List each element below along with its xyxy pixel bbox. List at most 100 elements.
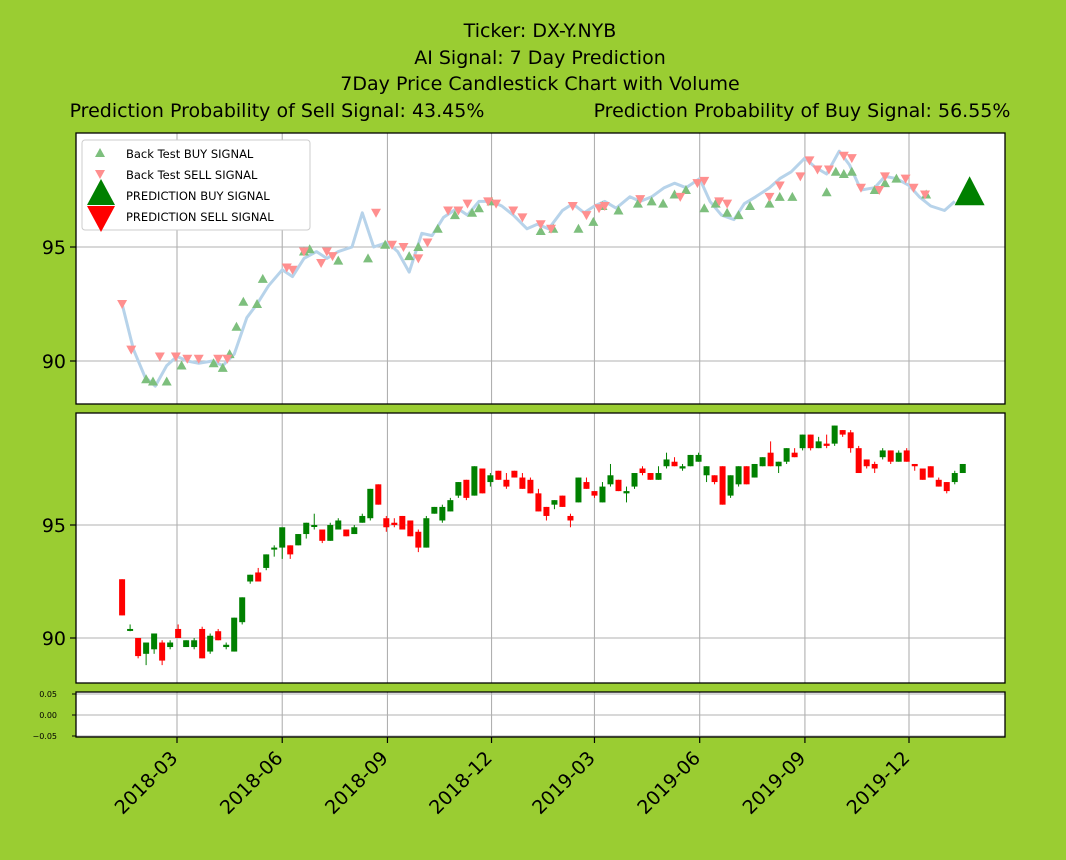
backtest-sell-marker <box>823 165 834 175</box>
backtest-buy-marker <box>613 205 624 215</box>
candle-up <box>735 466 742 485</box>
candle-up <box>191 640 198 648</box>
backtest-sell-marker <box>316 258 327 268</box>
candle-up <box>727 475 734 496</box>
backtest-sell-marker <box>846 154 857 164</box>
x-tick-label: 2018-03 <box>111 747 183 819</box>
backtest-buy-marker <box>764 198 775 208</box>
backtest-sell-marker <box>764 192 775 202</box>
legend-prediction-buy-marker <box>87 179 115 205</box>
candle-down <box>511 470 518 478</box>
backtest-sell-marker <box>126 345 137 355</box>
backtest-sell-marker <box>774 181 785 191</box>
backtest-buy-marker <box>733 210 744 220</box>
backtest-buy-marker <box>467 207 478 217</box>
backtest-buy-marker <box>252 299 263 308</box>
candle-up <box>879 450 886 458</box>
candle-up <box>575 477 582 503</box>
backtest-buy-marker <box>363 253 374 263</box>
backtest-buy-marker <box>217 362 228 372</box>
candle-up <box>271 547 278 550</box>
candles-layer <box>119 425 966 666</box>
candle-down <box>391 522 398 525</box>
backtest-sell-marker <box>413 254 424 264</box>
backtest-sell-marker <box>675 192 686 202</box>
backtest-sell-marker <box>900 174 911 184</box>
candle-down <box>943 482 950 492</box>
backtest-sell-marker <box>535 220 546 230</box>
candle-down <box>767 452 774 467</box>
backtest-buy-marker <box>141 374 152 384</box>
backtest-buy-marker <box>231 321 242 331</box>
backtest-buy-marker <box>147 376 158 386</box>
candle-down <box>535 493 542 512</box>
candle-down <box>495 470 502 480</box>
candle-up <box>423 518 430 548</box>
backtest-buy-marker <box>304 244 315 254</box>
price-panel: 90 95 Back Test BUY SIGNAL Back Test SELL… <box>42 132 1006 405</box>
backtest-sell-marker <box>714 197 725 207</box>
volume-panel: 0.050.00−0.05 2018-03 2018-06 2018-09 2018-… <box>32 690 1006 819</box>
candle-down <box>935 479 942 487</box>
backtest-buy-marker <box>257 273 268 283</box>
backtest-buy-marker <box>176 360 187 370</box>
title-ticker: Ticker: DX-Y.NYB <box>463 20 617 42</box>
candle-down <box>919 468 926 480</box>
backtest-buy-marker <box>404 251 415 261</box>
candle-up <box>151 633 158 650</box>
candle-up <box>631 473 638 487</box>
x-tick-label: 2018-12 <box>425 747 497 819</box>
candle-down <box>855 448 862 474</box>
candle-down <box>839 430 846 435</box>
backtest-sell-marker <box>517 213 528 223</box>
candle-up <box>295 534 302 546</box>
candle-panel-background <box>76 413 1005 683</box>
backtest-buy-marker <box>846 166 857 176</box>
candle-down <box>791 452 798 458</box>
backtest-buy-marker <box>432 223 443 233</box>
candle-down <box>903 450 910 462</box>
candle-down <box>407 520 414 537</box>
backtest-sell-marker <box>599 201 610 211</box>
candle-up <box>143 642 150 654</box>
candle-up <box>551 500 558 505</box>
candle-down <box>639 468 646 474</box>
candle-up <box>303 522 310 535</box>
backtest-buy-marker <box>722 207 733 217</box>
candle-down <box>719 466 726 505</box>
candle-down <box>503 479 510 487</box>
prediction-buy-marker <box>954 176 985 206</box>
candle-up <box>311 525 318 527</box>
candle-up <box>183 640 190 648</box>
candle-up <box>759 457 766 467</box>
x-tick-label: 2018-06 <box>216 747 288 819</box>
candle-down <box>863 459 870 467</box>
title-chart-type: 7Day Price Candlestick Chart with Volume <box>340 73 739 95</box>
candle-up <box>599 486 606 503</box>
backtest-sell-marker <box>874 186 885 195</box>
legend: Back Test BUY SIGNAL Back Test SELL SIGN… <box>81 139 311 232</box>
backtest-sell-marker <box>795 172 806 182</box>
candle-up <box>679 466 686 469</box>
backtest-buy-marker <box>646 196 657 206</box>
candle-down <box>871 463 878 469</box>
backtest-sell-marker <box>483 197 494 207</box>
candle-down <box>927 466 934 478</box>
y-tick-label: 0.00 <box>39 711 57 720</box>
candle-up <box>327 525 334 541</box>
candle-up <box>231 617 238 652</box>
candle-down <box>399 515 406 530</box>
candle-up <box>167 642 174 648</box>
candle-down <box>519 477 526 489</box>
legend-box <box>81 139 311 231</box>
backtest-sell-marker <box>281 263 292 273</box>
candle-down <box>135 638 142 657</box>
backtest-buy-marker <box>787 191 798 201</box>
y-tick-label: −0.05 <box>32 732 57 741</box>
candle-down <box>255 572 262 582</box>
backtest-buy-marker <box>745 200 756 210</box>
backtest-buy-marker <box>333 255 344 265</box>
signal-markers <box>117 151 985 386</box>
backtest-sell-marker <box>154 352 165 362</box>
